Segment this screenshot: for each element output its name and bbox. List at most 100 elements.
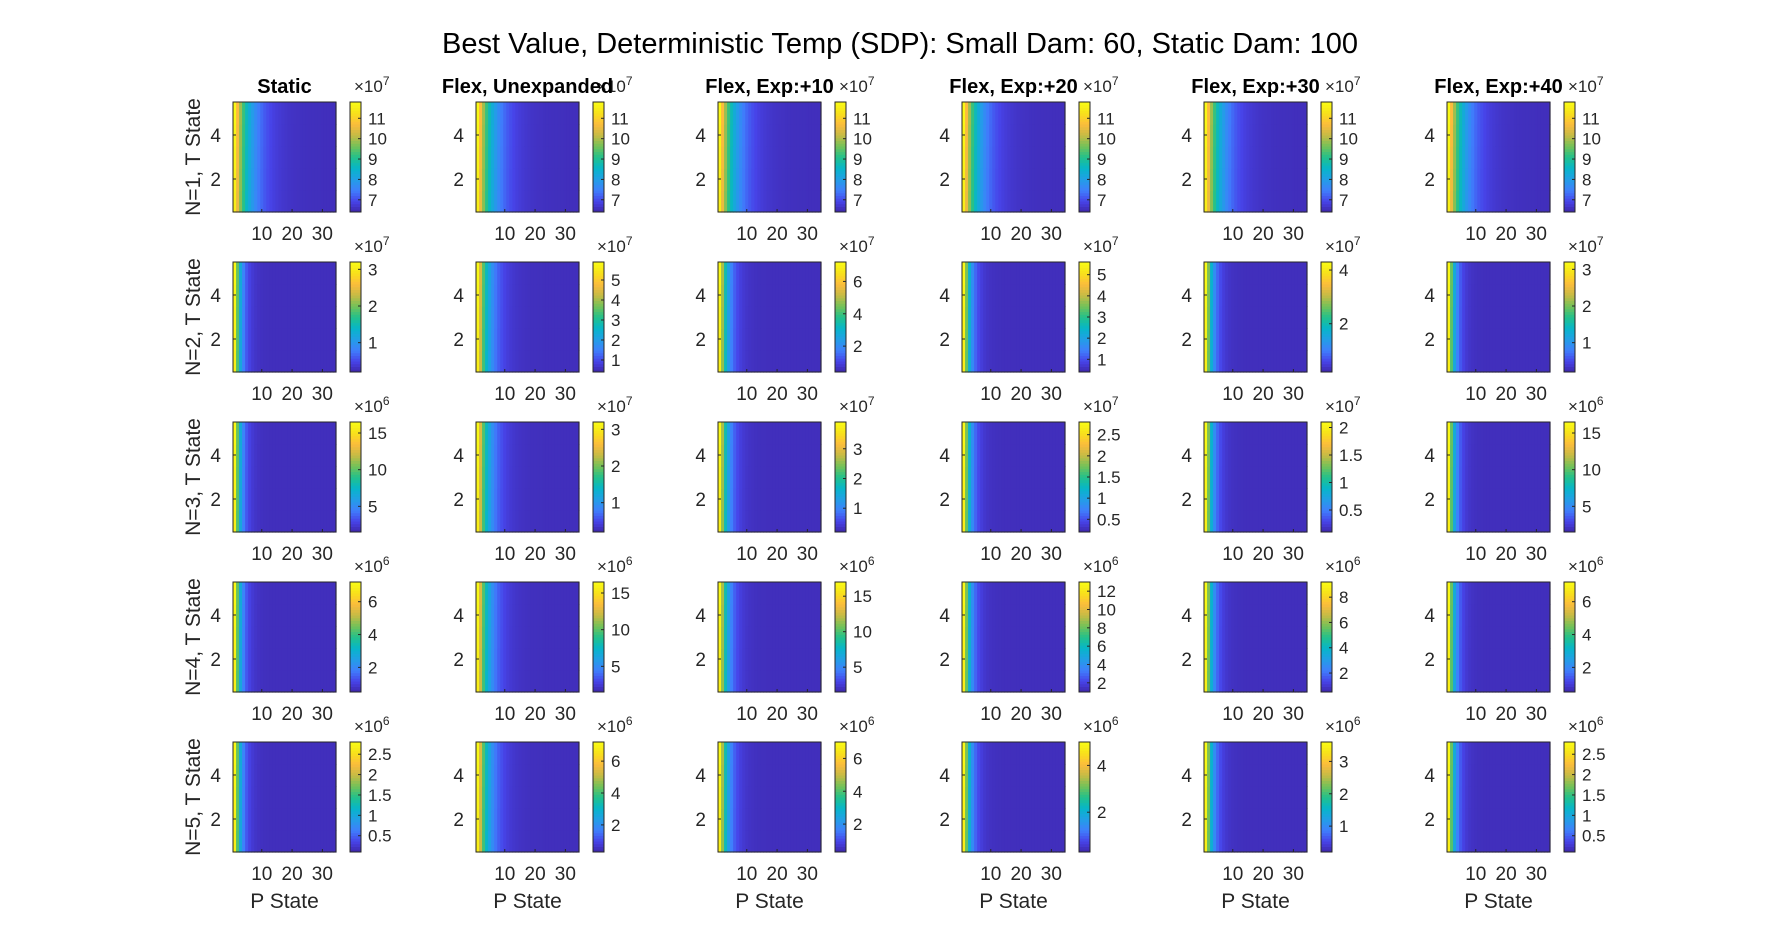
- heatmap-cell: [1279, 262, 1284, 285]
- heatmap-cell: [260, 328, 264, 351]
- y-tick-label: 2: [1181, 170, 1192, 191]
- heatmap-cell: [1297, 146, 1302, 169]
- heatmap-cell: [730, 422, 734, 445]
- heatmap-cell: [1492, 146, 1497, 169]
- colorbar-tick-label: 3: [853, 440, 862, 459]
- heatmap-cell: [748, 328, 752, 351]
- heatmap-cell: [1285, 146, 1290, 169]
- heatmap-cell: [760, 648, 765, 671]
- heatmap-cell: [1061, 124, 1066, 147]
- heatmap-cell: [515, 284, 520, 307]
- heatmap-cell: [1055, 124, 1060, 147]
- colorbar-segment: [350, 187, 361, 191]
- heatmap-cell: [808, 488, 813, 511]
- heatmap-cell: [302, 466, 307, 489]
- colorbar-segment: [1321, 203, 1332, 207]
- x-tick-label: 30: [1041, 544, 1062, 565]
- heatmap-cell: [730, 350, 734, 373]
- heatmap-cell: [560, 626, 565, 649]
- heatmap-cell: [488, 146, 492, 169]
- heatmap-cell: [989, 124, 993, 147]
- heatmap-cell: [971, 648, 975, 671]
- heatmap-cell: [763, 422, 768, 445]
- heatmap-cell: [329, 670, 334, 693]
- colorbar-segment: [350, 317, 361, 321]
- heatmap-cell: [742, 168, 746, 191]
- heatmap-cell: [1273, 350, 1278, 373]
- heatmap-cell: [284, 444, 289, 467]
- heatmap-cell: [1028, 306, 1033, 329]
- heatmap-cell: [1046, 328, 1051, 351]
- heatmap-cell: [793, 124, 798, 147]
- heatmap-cell: [1294, 328, 1299, 351]
- heatmap-cell: [1252, 284, 1257, 307]
- heatmap-cell: [287, 422, 292, 445]
- heatmap-cell: [769, 284, 774, 307]
- heatmap-cell: [757, 510, 762, 533]
- heatmap-cell: [1270, 124, 1275, 147]
- heatmap-cell: [1486, 444, 1491, 467]
- heatmap-cell: [1480, 488, 1484, 511]
- y-tick-label: 2: [695, 650, 706, 671]
- heatmap-cell: [272, 168, 277, 191]
- heatmap-cell: [275, 284, 280, 307]
- heatmap-cell: [1055, 626, 1060, 649]
- colorbar-segment: [593, 623, 604, 627]
- heatmap-cell: [1489, 190, 1494, 213]
- heatmap-cell: [733, 488, 737, 511]
- heatmap-cell: [817, 466, 822, 489]
- heatmap-cell: [1525, 102, 1530, 125]
- heatmap-cell: [1204, 422, 1208, 445]
- heatmap-cell: [1213, 422, 1217, 445]
- heatmap-cell: [772, 582, 777, 605]
- colorbar-tick-label: 2: [368, 297, 377, 316]
- heatmap-cell: [263, 146, 267, 169]
- heatmap-cell: [314, 670, 319, 693]
- heatmap-cell: [539, 306, 544, 329]
- heatmap-cell: [545, 284, 550, 307]
- heatmap-cell: [296, 444, 301, 467]
- colorbar-segment: [1564, 157, 1575, 161]
- heatmap-cell: [772, 466, 777, 489]
- heatmap-cell: [1486, 328, 1491, 351]
- heatmap-cell: [811, 444, 816, 467]
- heatmap-cell: [736, 582, 740, 605]
- colorbar-segment: [593, 678, 604, 682]
- heatmap-cell: [1001, 124, 1006, 147]
- heatmap-cell: [1231, 284, 1235, 307]
- heatmap-cell: [314, 510, 319, 533]
- heatmap-cell: [557, 444, 562, 467]
- heatmap-cell: [757, 146, 762, 169]
- heatmap-cell: [766, 466, 771, 489]
- heatmap-cell: [1273, 444, 1278, 467]
- heatmap-cell: [808, 510, 813, 533]
- heatmap-cell: [1267, 422, 1272, 445]
- heatmap-cell: [727, 670, 731, 693]
- colorbar-segment: [593, 584, 604, 588]
- heatmap-cell: [482, 168, 486, 191]
- colorbar-segment: [1564, 441, 1575, 445]
- colorbar-tick-label: 8: [1097, 170, 1106, 189]
- heatmap-cell: [998, 350, 1002, 373]
- heatmap-cell: [1052, 328, 1057, 351]
- heatmap-cell: [515, 328, 520, 351]
- heatmap-cell: [811, 466, 816, 489]
- colorbar-segment: [350, 471, 361, 475]
- colorbar-segment: [1079, 422, 1090, 426]
- heatmap-cell: [1025, 350, 1030, 373]
- heatmap-cell: [494, 444, 498, 467]
- colorbar-segment: [1321, 471, 1332, 475]
- heatmap-cell: [974, 124, 978, 147]
- heatmap-cell: [787, 262, 792, 285]
- heatmap-cell: [332, 146, 337, 169]
- heatmap-cell: [1240, 190, 1244, 213]
- heatmap-cell: [1276, 466, 1281, 489]
- colorbar-segment: [835, 653, 846, 657]
- heatmap-cell: [1016, 102, 1021, 125]
- heatmap-cell: [491, 190, 495, 213]
- heatmap-cell: [572, 488, 577, 511]
- heatmap-cell: [1498, 306, 1503, 329]
- heatmap-cell: [1492, 488, 1497, 511]
